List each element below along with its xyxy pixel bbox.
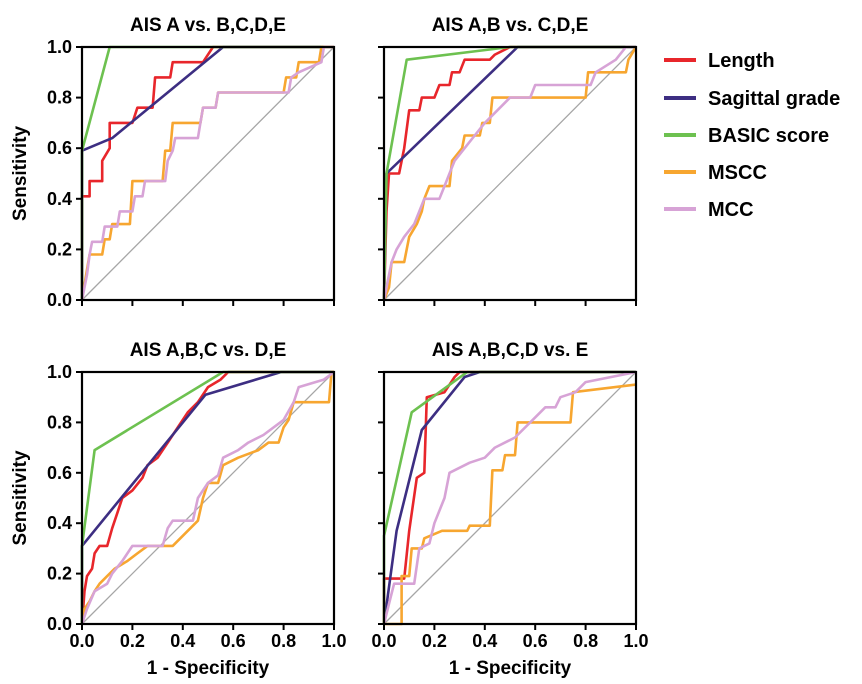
legend-item-mcc: MCC xyxy=(664,199,754,221)
legend-label-length: Length xyxy=(708,50,775,72)
series-mscc xyxy=(384,383,637,626)
y-tick-label: 0.8 xyxy=(47,412,72,432)
y-tick-label: 0.0 xyxy=(47,290,72,310)
reference-diagonal xyxy=(383,371,637,625)
legend: Length Sagittal grade BASIC score MSCC M… xyxy=(664,50,840,221)
y-axis-label: Sensitivity xyxy=(10,450,31,545)
series-mcc xyxy=(382,370,637,625)
roc-panels: AIS A vs. B,C,D,E 0.0 0.2 0.4 0.6 0.8 1.0 Sensi… xyxy=(10,15,649,679)
series-mscc xyxy=(382,46,638,301)
y-tick-label: 0.6 xyxy=(47,138,72,158)
reference-diagonal xyxy=(383,46,637,301)
panel-title: AIS A,B,C vs. D,E xyxy=(130,340,287,361)
series-mcc xyxy=(382,45,636,301)
roc-panel-2: AIS A,B vs. C,D,E xyxy=(378,15,638,306)
series-mcc xyxy=(80,45,334,301)
plot-frame xyxy=(80,370,336,626)
y-tick-label: 0.4 xyxy=(47,189,72,209)
x-tick-label: 0.8 xyxy=(573,631,598,651)
x-tick-label: 0.0 xyxy=(371,631,396,651)
y-tick-label: 0.6 xyxy=(47,463,72,483)
legend-item-mscc: MSCC xyxy=(664,162,767,184)
series-length xyxy=(382,45,636,301)
y-tick-label: 0.8 xyxy=(47,88,72,108)
y-tick-label: 0.2 xyxy=(47,239,72,259)
panel-title: AIS A,B,C,D vs. E xyxy=(432,340,589,361)
series-length xyxy=(80,370,334,625)
plot-frame xyxy=(382,45,638,302)
legend-label-mcc: MCC xyxy=(708,199,754,221)
legend-item-sagittal-grade: Sagittal grade xyxy=(664,88,840,110)
reference-diagonal xyxy=(81,46,335,301)
series-mscc xyxy=(80,370,334,625)
x-tick-label: 0.8 xyxy=(271,631,296,651)
legend-label-mscc: MSCC xyxy=(708,162,767,184)
panel-title: AIS A vs. B,C,D,E xyxy=(130,15,286,36)
y-tick-label: 1.0 xyxy=(47,37,72,57)
y-tick-label: 1.0 xyxy=(47,362,72,382)
legend-item-length: Length xyxy=(664,50,775,72)
x-tick-label: 1.0 xyxy=(321,631,346,651)
x-axis-label: 1 - Specificity xyxy=(449,658,572,679)
x-tick-label: 0.6 xyxy=(523,631,548,651)
x-axis-label: 1 - Specificity xyxy=(147,658,270,679)
roc-panel-1: AIS A vs. B,C,D,E 0.0 0.2 0.4 0.6 0.8 1.0 Sensi… xyxy=(10,15,336,310)
roc-panel-3: AIS A,B,C vs. D,E 0.0 0.2 0.4 0.6 0.8 1.0 0.0 0.… xyxy=(10,340,347,679)
x-tick-label: 0.2 xyxy=(422,631,447,651)
roc-panel-4: AIS A,B,C,D vs. E 0.0 0.2 0.4 0.6 0.8 1.0 1 - S… xyxy=(371,340,648,679)
y-axis-label: Sensitivity xyxy=(10,126,31,221)
legend-label-basic-score: BASIC score xyxy=(708,125,829,147)
x-tick-label: 0.4 xyxy=(170,631,195,651)
y-tick-label: 0.4 xyxy=(47,513,72,533)
legend-label-sagittal-grade: Sagittal grade xyxy=(708,88,840,110)
x-tick-label: 0.0 xyxy=(69,631,94,651)
legend-item-basic-score: BASIC score xyxy=(664,125,829,147)
series-mscc xyxy=(80,45,334,301)
plot-frame xyxy=(80,45,336,302)
plot-frame xyxy=(382,370,638,626)
x-tick-label: 1.0 xyxy=(623,631,648,651)
series-mcc xyxy=(80,370,335,625)
x-tick-label: 0.2 xyxy=(120,631,145,651)
x-tick-label: 0.4 xyxy=(472,631,497,651)
y-tick-label: 0.2 xyxy=(47,564,72,584)
series-length xyxy=(382,370,636,624)
panel-title: AIS A,B vs. C,D,E xyxy=(432,15,589,36)
reference-diagonal xyxy=(81,371,335,625)
x-tick-label: 0.6 xyxy=(221,631,246,651)
y-tick-label: 0.0 xyxy=(47,614,72,634)
